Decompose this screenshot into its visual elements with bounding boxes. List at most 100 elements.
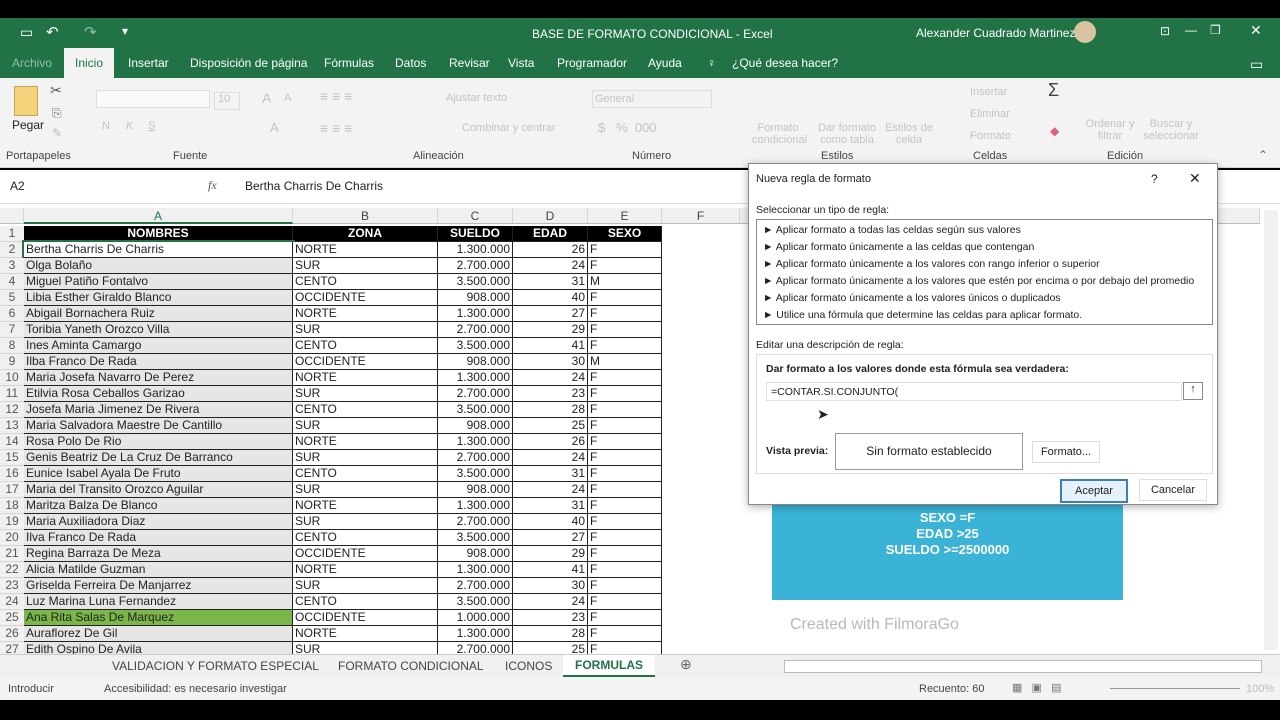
tab-vista[interactable]: Vista — [508, 56, 535, 70]
table-cell[interactable]: F — [588, 386, 662, 402]
row-header[interactable]: 18 — [0, 498, 24, 514]
row-header[interactable]: 8 — [0, 338, 24, 354]
table-cell[interactable]: CENTO — [293, 530, 438, 546]
column-header-d[interactable]: D — [513, 208, 588, 224]
table-cell[interactable]: 2.700.000 — [438, 258, 513, 274]
shrink-font-icon[interactable]: A — [284, 92, 292, 104]
table-cell[interactable]: F — [588, 466, 662, 482]
rule-formula-input[interactable]: =CONTAR.SI.CONJUNTO( — [766, 382, 1182, 401]
table-cell[interactable]: CENTO — [293, 338, 438, 354]
currency-icon[interactable]: $ % 000 — [598, 120, 657, 135]
align-left-icon[interactable]: ≡ ≡ ≡ — [320, 120, 353, 136]
row-header[interactable]: 5 — [0, 290, 24, 306]
table-cell[interactable]: 908.000 — [438, 418, 513, 434]
table-cell[interactable]: F — [588, 626, 662, 642]
table-cell[interactable]: 31 — [513, 466, 588, 482]
row-header[interactable]: 6 — [0, 306, 24, 322]
column-header-f[interactable]: F — [662, 208, 740, 224]
find-select-button[interactable]: Buscar y seleccionar — [1143, 118, 1199, 142]
customize-toolbar-icon[interactable]: ▾ — [122, 24, 129, 38]
table-cell[interactable]: F — [588, 530, 662, 546]
table-cell[interactable]: 23 — [513, 386, 588, 402]
row-header[interactable]: 24 — [0, 594, 24, 610]
table-cell[interactable]: Toribia Yaneth Orozco Villa — [24, 322, 293, 338]
table-cell[interactable]: F — [588, 546, 662, 562]
column-title[interactable]: SEXO — [588, 226, 662, 242]
table-cell[interactable]: 1.300.000 — [438, 434, 513, 450]
table-cell[interactable]: SUR — [293, 258, 438, 274]
table-cell[interactable]: NORTE — [293, 306, 438, 322]
column-title[interactable]: NOMBRES — [24, 226, 293, 242]
table-cell[interactable]: NORTE — [293, 498, 438, 514]
cut-icon[interactable]: ✂ — [50, 82, 62, 98]
table-cell[interactable]: Edith Ospino De Avila — [24, 642, 293, 654]
table-cell[interactable]: Maria Salvadora Maestre De Cantillo — [24, 418, 293, 434]
sheet-tab[interactable]: FORMATO CONDICIONAL — [338, 659, 484, 673]
table-cell[interactable]: M — [588, 354, 662, 370]
format-cells-button[interactable]: Formato — [970, 130, 1011, 142]
table-cell[interactable]: 25 — [513, 642, 588, 654]
table-cell[interactable]: 2.700.000 — [438, 450, 513, 466]
column-header-e[interactable]: E — [588, 208, 662, 224]
row-header[interactable]: 13 — [0, 418, 24, 434]
delete-cells-button[interactable]: Eliminar — [970, 108, 1010, 120]
font-color-icon[interactable]: A — [270, 120, 279, 135]
table-cell[interactable]: F — [588, 578, 662, 594]
tab-ayuda[interactable]: Ayuda — [648, 56, 682, 70]
format-as-table-button[interactable]: Dar formato como tabla — [817, 122, 877, 146]
ribbon-display-icon[interactable]: ⊡ — [1160, 24, 1171, 38]
table-cell[interactable]: 3.500.000 — [438, 530, 513, 546]
table-cell[interactable]: F — [588, 418, 662, 434]
table-cell[interactable]: 1.300.000 — [438, 562, 513, 578]
table-cell[interactable]: Griselda Ferreira De Manjarrez — [24, 578, 293, 594]
copy-icon[interactable]: ⎘ — [52, 106, 62, 120]
table-cell[interactable]: Libia Esther Giraldo Blanco — [24, 290, 293, 306]
rule-type-option[interactable]: ► Aplicar formato a todas las celdas seg… — [763, 224, 1021, 236]
table-cell[interactable]: 3.500.000 — [438, 274, 513, 290]
ok-button[interactable]: Aceptar — [1060, 479, 1128, 503]
table-cell[interactable]: 31 — [513, 498, 588, 514]
table-cell[interactable]: OCCIDENTE — [293, 546, 438, 562]
table-cell[interactable]: Eunice Isabel Ayala De Fruto — [24, 466, 293, 482]
row-header[interactable]: 4 — [0, 274, 24, 290]
table-cell[interactable]: 1.300.000 — [438, 498, 513, 514]
table-cell[interactable]: 2.700.000 — [438, 578, 513, 594]
row-header[interactable]: 7 — [0, 322, 24, 338]
insert-cells-button[interactable]: Insertar — [970, 86, 1008, 98]
accessibility-status[interactable]: Accesibilidad: es necesario investigar — [104, 683, 287, 695]
table-cell[interactable]: F — [588, 562, 662, 578]
dialog-close-icon[interactable]: ✕ — [1189, 170, 1201, 186]
normal-view-icon[interactable]: ▦ ▣ ▤ — [1012, 682, 1062, 694]
row-header[interactable]: 27 — [0, 642, 24, 654]
underline-button[interactable]: S — [148, 120, 156, 132]
table-cell[interactable]: F — [588, 322, 662, 338]
table-cell[interactable]: 28 — [513, 402, 588, 418]
restore-icon[interactable]: ❐ — [1210, 23, 1221, 37]
table-cell[interactable]: Maria del Transito Orozco Aguilar — [24, 482, 293, 498]
table-cell[interactable]: Ines Aminta Camargo — [24, 338, 293, 354]
format-painter-icon[interactable]: ✎ — [52, 126, 63, 140]
table-cell[interactable]: F — [588, 642, 662, 654]
table-cell[interactable]: CENTO — [293, 402, 438, 418]
table-cell[interactable]: CENTO — [293, 594, 438, 610]
table-cell[interactable]: Maritza Balza De Blanco — [24, 498, 293, 514]
tab-inicio[interactable]: Inicio — [64, 48, 115, 78]
row-header[interactable]: 17 — [0, 482, 24, 498]
table-cell[interactable]: 40 — [513, 290, 588, 306]
table-cell[interactable]: NORTE — [293, 242, 438, 258]
rule-type-list[interactable]: ► Aplicar formato a todas las celdas seg… — [756, 219, 1213, 325]
table-cell[interactable]: F — [588, 450, 662, 466]
conditional-format-button[interactable]: Formato condicional — [752, 122, 808, 146]
horizontal-scrollbar[interactable] — [784, 660, 1262, 673]
add-sheet-icon[interactable]: ⊕ — [680, 656, 692, 672]
table-cell[interactable]: Maria Josefa Navarro De Perez — [24, 370, 293, 386]
paste-button[interactable]: Pegar — [12, 118, 45, 132]
rule-type-option[interactable]: ► Aplicar formato únicamente a los valor… — [763, 292, 1061, 304]
column-header-c[interactable]: C — [438, 208, 513, 224]
table-cell[interactable]: 2.700.000 — [438, 322, 513, 338]
table-cell[interactable]: F — [588, 242, 662, 258]
table-cell[interactable]: F — [588, 482, 662, 498]
table-cell[interactable]: OCCIDENTE — [293, 354, 438, 370]
column-title[interactable]: EDAD — [513, 226, 588, 242]
font-name-select[interactable] — [96, 90, 210, 108]
